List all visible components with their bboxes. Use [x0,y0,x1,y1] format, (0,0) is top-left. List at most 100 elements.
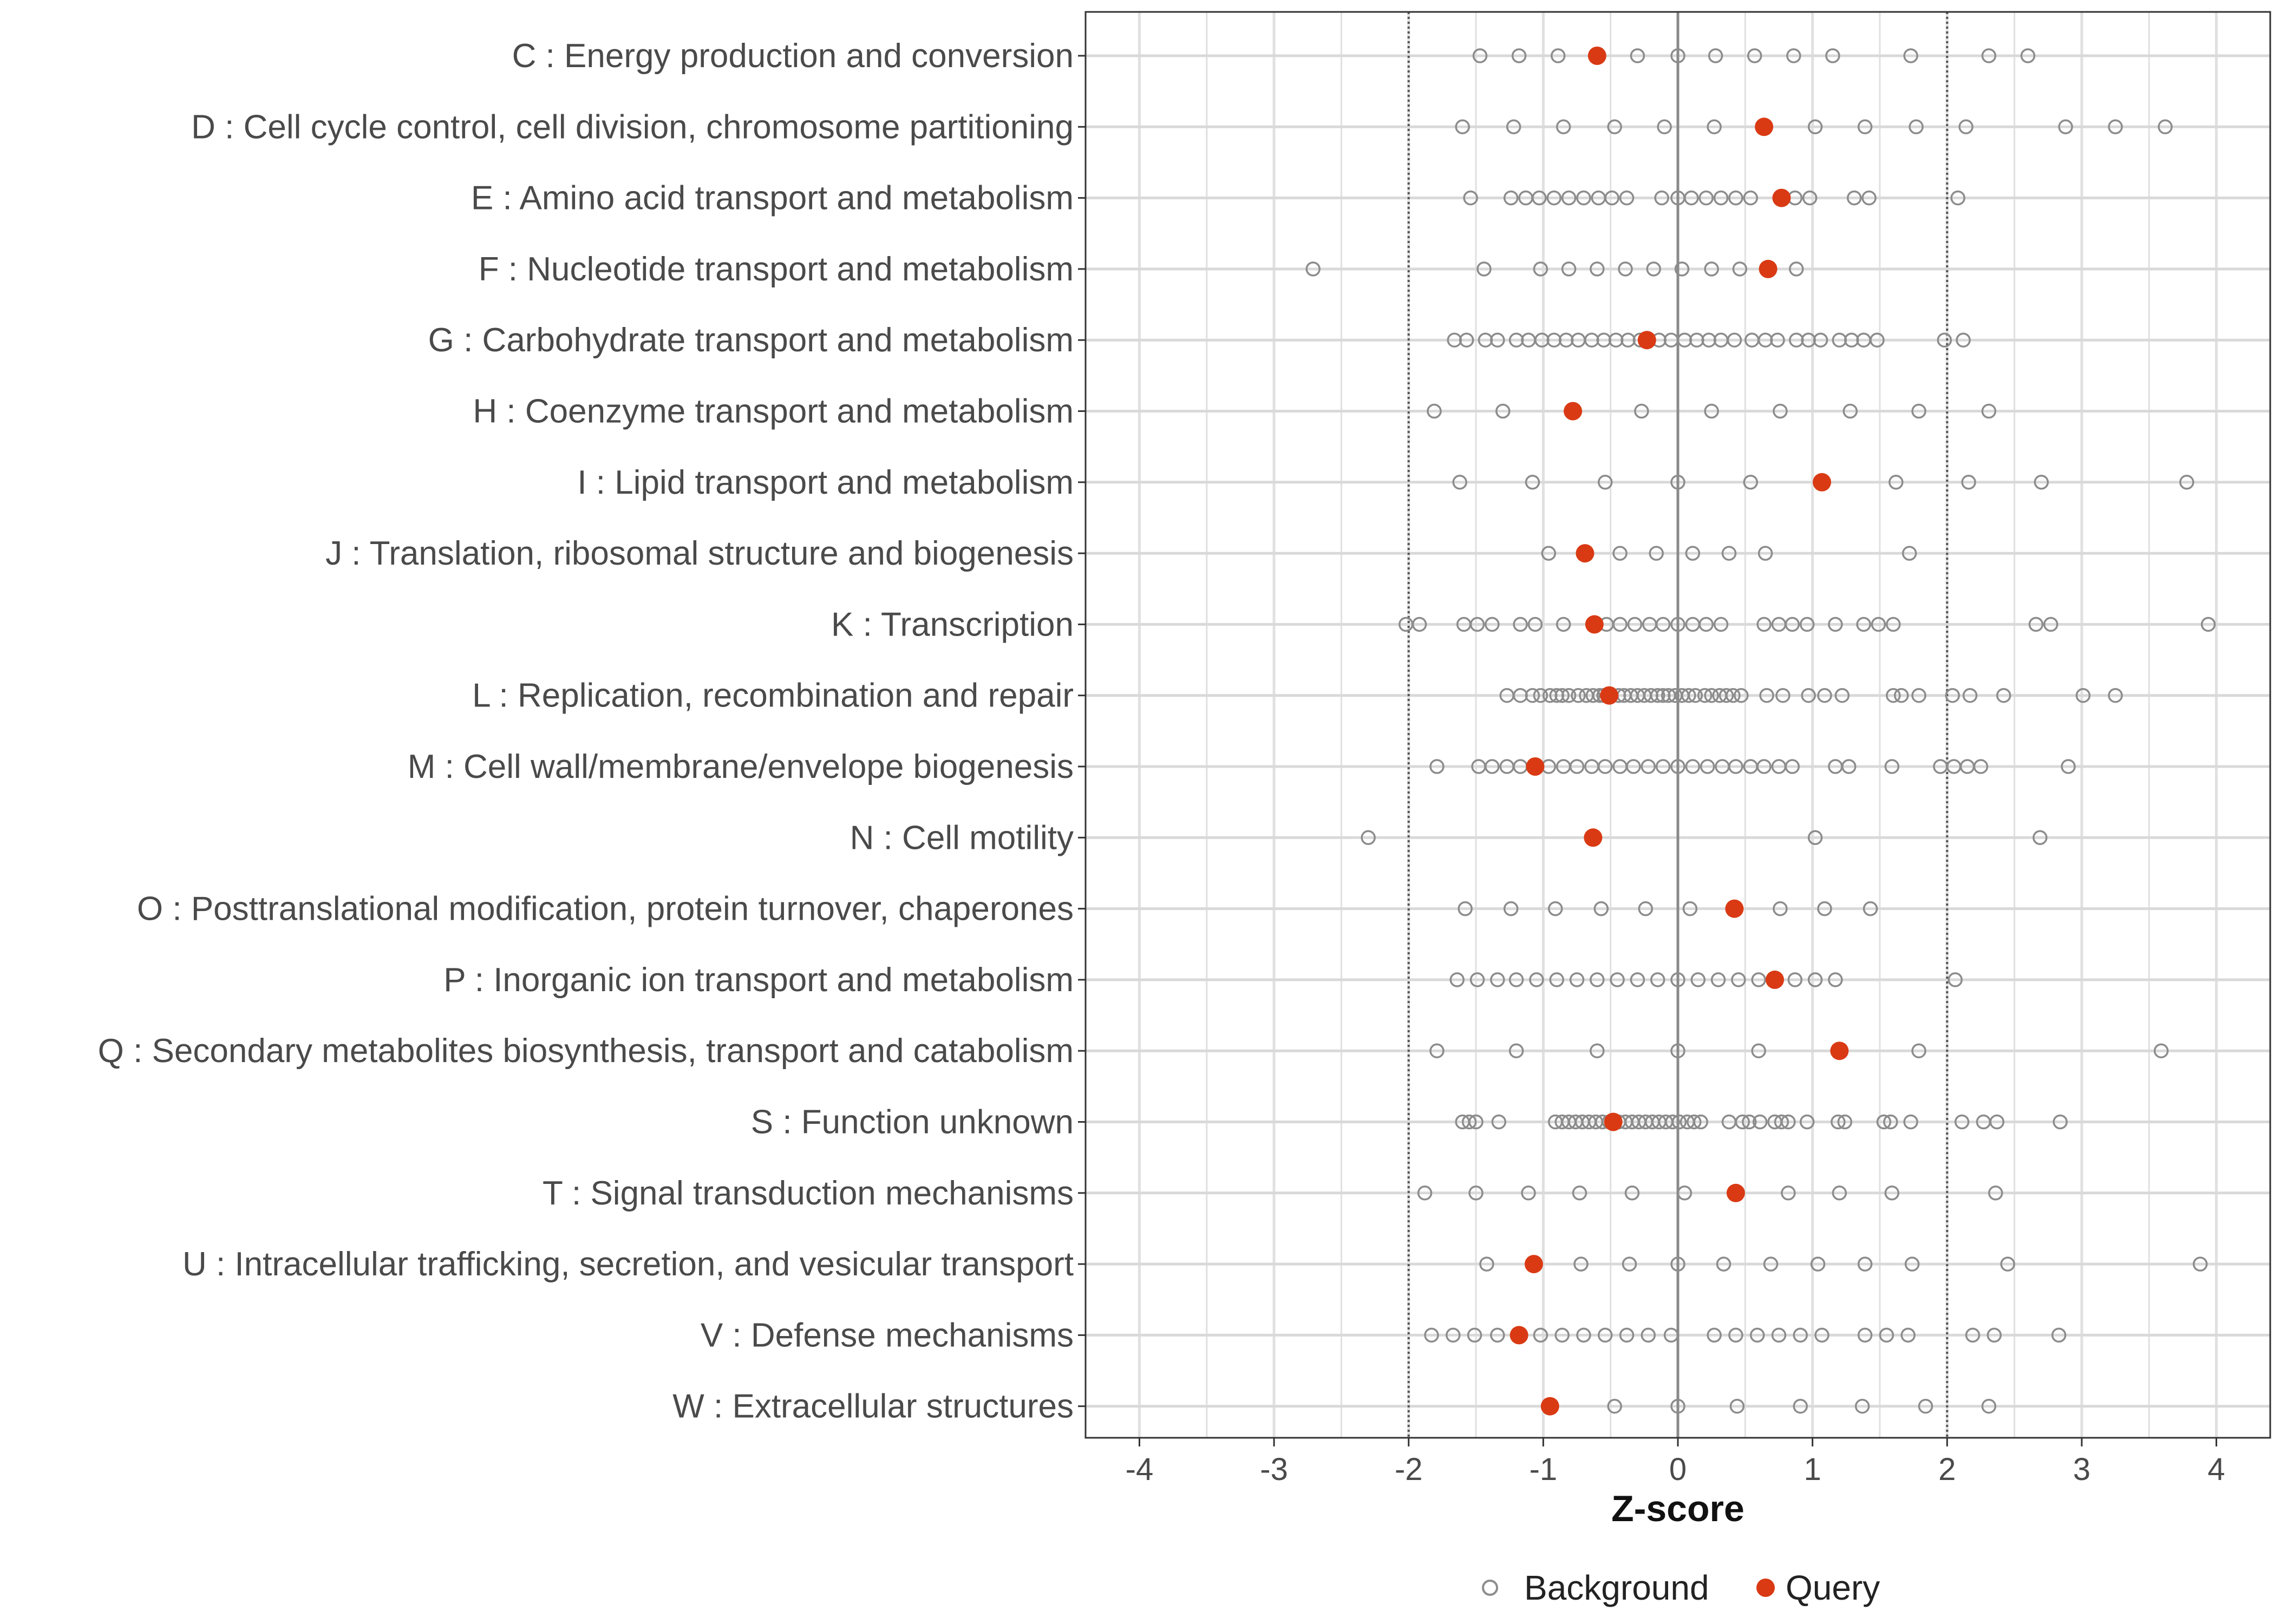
query-point [1510,1326,1528,1345]
background-point [1458,901,1473,916]
background-point [1554,687,1570,703]
background-point [1751,1043,1766,1058]
query-point [1759,259,1778,278]
background-point [1904,1256,1920,1272]
background-point [1828,617,1843,632]
background-point [1687,1114,1702,1130]
background-point [1954,1114,1970,1130]
background-point [2043,617,2059,632]
background-point [1412,617,1427,632]
background-point [1987,1327,2002,1343]
query-point [1600,686,1619,705]
background-point [1361,830,1376,846]
x-tick-label: 2 [1938,1452,1956,1487]
query-point [1830,1042,1849,1060]
background-point [1561,190,1577,206]
background-point [2051,1327,2067,1343]
background-point [1726,687,1741,703]
background-point [1688,687,1703,703]
background-point [1989,1114,2005,1130]
background-point [1626,759,1641,774]
category-label: L : Replication, recombination and repai… [472,677,1074,715]
background-point [1700,759,1715,774]
background-point [1681,687,1696,703]
legend-query-label: Query [1786,1568,1880,1607]
background-point [1513,617,1528,632]
background-point [1469,972,1485,987]
background-point [1787,972,1803,987]
background-point [1650,972,1665,987]
query-point [1524,1255,1543,1274]
background-point [1742,1114,1757,1130]
background-point [1476,261,1492,277]
x-axis-title: Z-score [1611,1488,1744,1529]
background-point [1649,546,1664,561]
background-point [2153,1043,2169,1058]
background-point [1710,972,1726,987]
x-tick-label: 0 [1669,1452,1687,1487]
background-point [1807,830,1823,846]
background-point [1698,617,1714,632]
background-point [1525,475,1540,490]
background-point [2058,119,2073,135]
background-point [1743,190,1759,206]
background-point [2061,759,2076,774]
background-point [1704,403,1719,419]
query-point [1604,1112,1623,1131]
background-point [1670,1398,1685,1414]
background-point [1884,1186,1900,1201]
background-point [1449,972,1465,987]
query-point [1637,331,1656,350]
category-label: F : Nucleotide transport and metabolism [479,251,1074,288]
background-point [1508,1043,1524,1058]
background-point [1685,759,1701,774]
background-point [1846,190,1862,206]
background-point [1718,687,1734,703]
background-point [1674,261,1690,277]
background-point [1763,1256,1779,1272]
background-point [1638,901,1654,916]
background-point [2034,475,2049,490]
background-point [1655,759,1671,774]
background-point [1634,403,1649,419]
background-point [1793,1327,1808,1343]
background-point [1948,972,1963,987]
background-point [1909,119,1924,135]
background-point [1646,261,1661,277]
background-point [1751,972,1766,987]
background-point [1485,759,1500,774]
background-point [1619,1327,1635,1343]
background-point [1786,48,1801,63]
background-point [1883,1114,1898,1130]
background-point [1485,617,1500,632]
category-label: U : Intracellular trafficking, secretion… [182,1246,1074,1283]
background-points [1305,48,2216,1414]
background-point [1671,1114,1687,1130]
background-point [1893,687,1909,703]
query-point [1813,473,1832,492]
background-point [1828,972,1843,987]
background-point [1708,48,1723,63]
background-point [1495,403,1511,419]
background-point [1612,546,1628,561]
background-point [2033,830,2048,846]
background-point [1556,119,1571,135]
background-point [1556,617,1571,632]
background-point [1996,687,2011,703]
background-point [1670,617,1685,632]
query-point [1540,1397,1559,1416]
background-point [1525,687,1540,703]
background-point [1775,687,1791,703]
query-point [1766,970,1785,989]
query-point [1755,117,1774,136]
background-point [1856,617,1871,632]
query-point [1585,615,1604,634]
background-point [1813,332,1828,348]
background-point [1571,687,1586,703]
background-point [1988,1186,2003,1201]
background-point [1561,261,1577,277]
background-point [1817,901,1832,916]
background-point [1773,901,1788,916]
background-point [1585,687,1601,703]
background-point [1945,687,1960,703]
